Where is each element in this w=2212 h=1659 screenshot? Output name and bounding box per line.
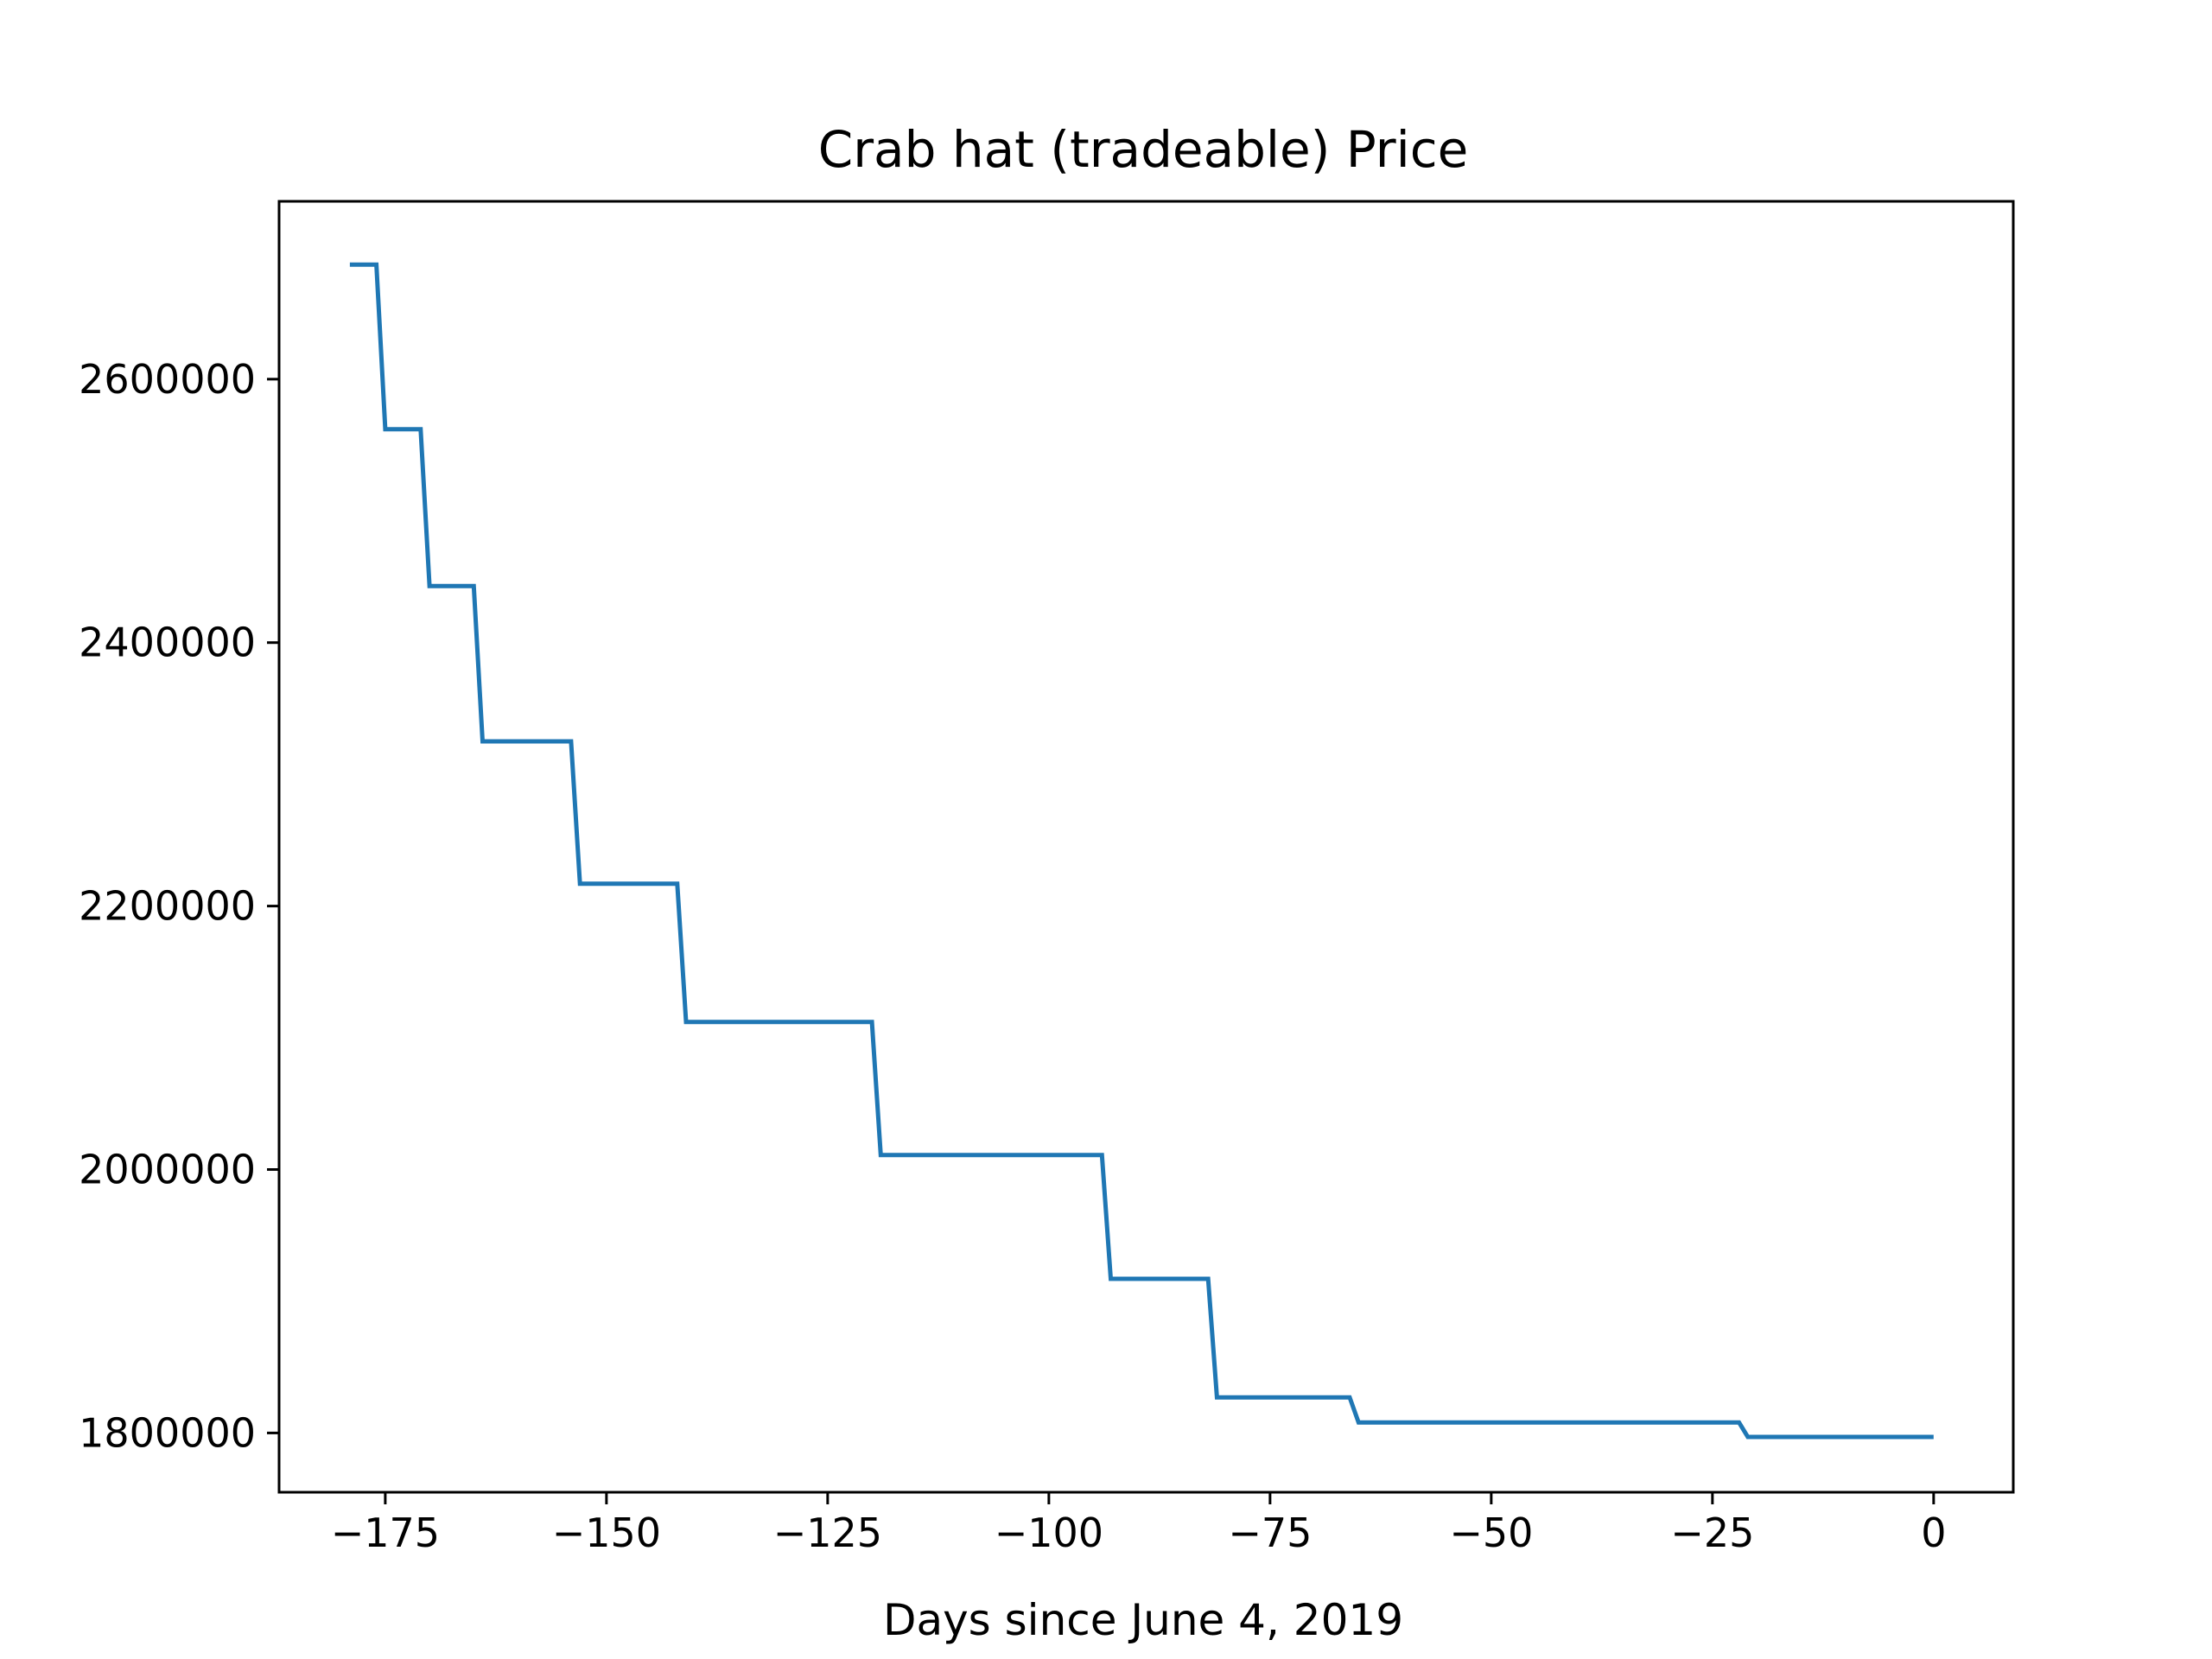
y-tick-label: 1800000 [79, 1409, 256, 1456]
x-tick-label: −75 [1228, 1510, 1312, 1556]
y-tick-label: 2200000 [79, 883, 256, 930]
y-axis: 1800000 2000000 2200000 2400000 2600000 [79, 356, 279, 1456]
x-tick-label: 0 [1921, 1510, 1946, 1556]
x-axis: −175 −150 −125 −100 −75 −50 −25 0 [331, 1492, 1946, 1556]
y-tick-label: 2000000 [79, 1147, 256, 1193]
y-tick-label: 2400000 [79, 620, 256, 666]
x-tick-label: −100 [995, 1510, 1103, 1556]
chart-title: Crab hat (tradeable) Price [818, 120, 1469, 179]
x-tick-label: −50 [1449, 1510, 1533, 1556]
series-line-0 [349, 262, 1934, 1440]
plot-area [277, 200, 2015, 1494]
x-tick-label: −125 [773, 1510, 882, 1556]
x-tick-label: −150 [552, 1510, 661, 1556]
axes-frame [277, 200, 2015, 1494]
x-axis-label: Days since June 4, 2019 [883, 1595, 1403, 1645]
x-tick-label: −25 [1670, 1510, 1754, 1556]
x-tick-label: −175 [331, 1510, 440, 1556]
y-tick-label: 2600000 [79, 356, 256, 403]
